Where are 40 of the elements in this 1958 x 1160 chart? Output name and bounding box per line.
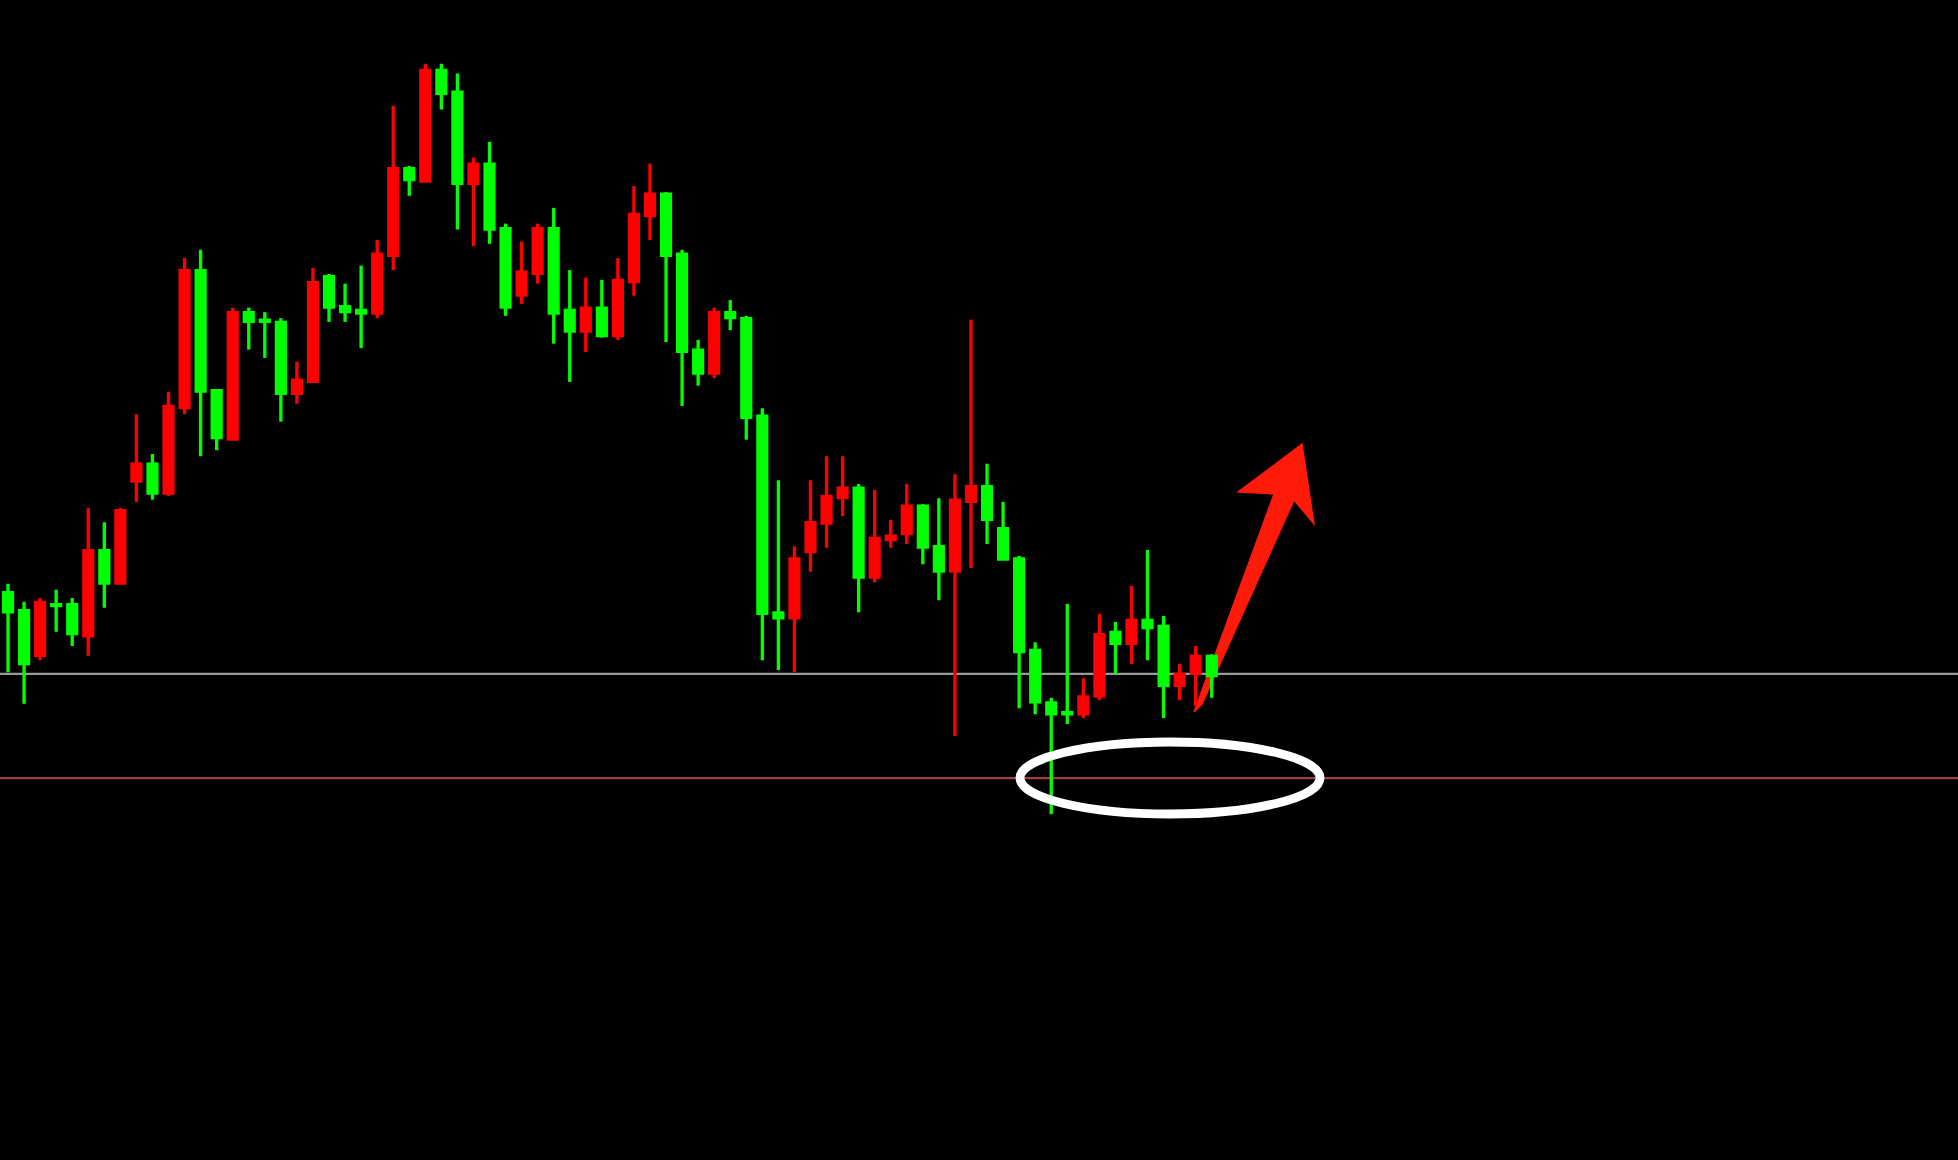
candlestick [1061,602,1074,726]
candlestick [932,496,945,602]
candlestick [1077,676,1090,720]
candlestick [130,412,143,504]
candlestick [579,275,592,354]
candlestick [355,263,368,350]
candlestick [1125,584,1138,666]
candlestick [916,502,929,566]
candlestick [242,305,255,352]
candlestick [322,272,336,324]
candlestick [964,317,978,570]
candlestick [403,164,416,198]
candlestick [643,161,657,242]
candlestick [98,520,111,610]
candlestick [692,338,705,388]
candlestick [531,221,544,286]
candlestick [1045,696,1058,816]
candlestick [66,596,79,648]
candlestick [884,518,897,550]
candlestick [146,452,159,502]
candlestick [563,268,576,384]
candlestick [1173,662,1186,702]
candlestick [515,239,528,306]
candlestick [595,278,608,340]
candlestick [467,155,480,248]
candlestick [1189,644,1202,708]
candlestick [900,482,913,546]
candlestick [435,62,448,112]
candlestick [772,478,785,672]
candlestick [1205,652,1218,700]
candlestick [338,281,352,324]
candlestick [258,310,271,360]
candlestick [996,500,1010,562]
candlestick [724,298,737,332]
candlestick [290,359,303,406]
candlestick [868,488,881,584]
candlestick [980,462,994,546]
candlestick [1,582,15,674]
candlestick [1109,620,1122,676]
candlestick [50,588,63,634]
